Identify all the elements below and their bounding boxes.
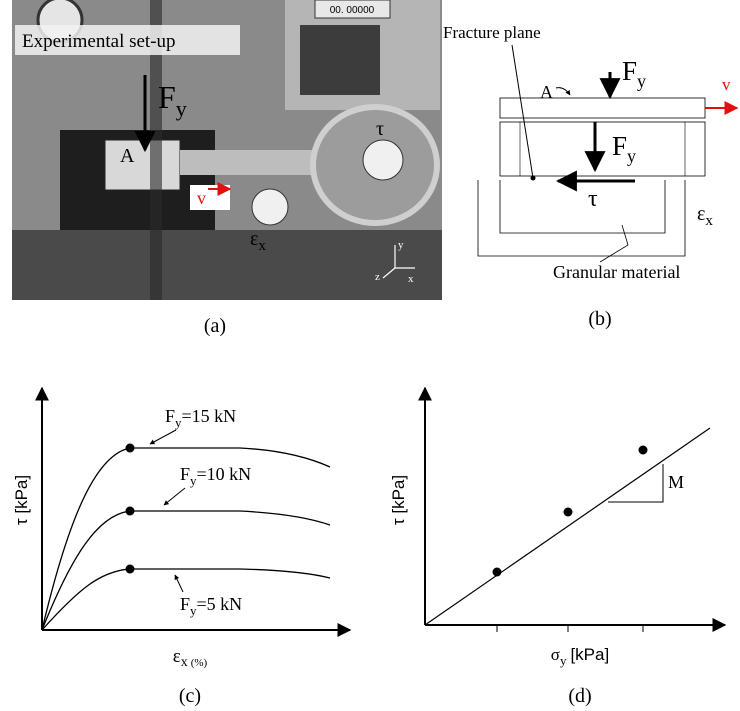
y-axis-label: τ [kPa] xyxy=(389,475,408,525)
leader-line xyxy=(600,225,628,262)
velocity-label: v xyxy=(722,75,731,94)
force-value: =10 kN xyxy=(197,464,252,484)
peak-point xyxy=(126,444,135,453)
peak-point xyxy=(126,507,135,516)
force-symbol: F xyxy=(180,464,190,484)
slope-label: M xyxy=(668,472,684,492)
lower-box-inner xyxy=(500,180,665,233)
caption: (d) xyxy=(568,685,591,707)
force-subscript: y xyxy=(637,71,646,91)
curve-label: Fy=10 kN xyxy=(180,464,251,488)
force-symbol: F xyxy=(612,131,627,161)
curve-label: Fy=5 kN xyxy=(180,594,242,618)
force-subscript: y xyxy=(176,96,187,121)
data-point xyxy=(493,568,502,577)
stress-symbol: σ xyxy=(551,645,560,664)
force-value: =15 kN xyxy=(182,406,237,426)
axis-y-label: y xyxy=(398,239,404,251)
curve-label: Fy=15 kN xyxy=(165,406,236,430)
strain-subscript: x xyxy=(258,238,266,254)
area-label: A xyxy=(120,145,135,167)
shear-label: τ xyxy=(588,186,598,212)
stress-strain-panel: Fy=15 kN Fy=10 kN Fy=5 kN τ [kPa] εx(%) … xyxy=(12,388,350,707)
caption: (b) xyxy=(588,308,611,330)
data-point xyxy=(564,508,573,517)
fracture-plane-label: Fracture plane xyxy=(443,23,541,42)
upper-box xyxy=(500,122,705,176)
strain-dial xyxy=(252,189,288,225)
force-symbol: F xyxy=(180,594,190,614)
strain-label: εx xyxy=(697,203,713,229)
velocity-label: v xyxy=(197,188,206,208)
photo-panel: 00. 00000 Experimental set-up Fy A v τ ε… xyxy=(12,0,442,337)
stress-subscript: y xyxy=(560,653,567,668)
loading-rod xyxy=(180,150,330,175)
shear-label: τ xyxy=(376,118,384,140)
label-arrow xyxy=(164,488,185,505)
top-plate xyxy=(500,98,705,118)
force-mid-label: Fy xyxy=(612,131,636,166)
x-axis-label: σy[kPa] xyxy=(551,645,609,668)
caption: (a) xyxy=(204,315,226,337)
page: Direct shear test figure {"photo": {"cap… xyxy=(0,0,740,711)
figure: 00. 00000 Experimental set-up Fy A v τ ε… xyxy=(0,0,740,711)
strain-subscript: x xyxy=(705,213,713,229)
setup-panel: Fracture plane A Fy v Fy τ εx Granular m… xyxy=(443,23,737,330)
failure-envelope-panel: M τ [kPa] σy[kPa] (d) xyxy=(389,388,725,707)
photo-title: Experimental set-up xyxy=(22,31,176,52)
keypad xyxy=(300,25,380,95)
x-axis-label: εx(%) xyxy=(173,646,208,670)
label-arrow xyxy=(175,575,183,592)
peak-point xyxy=(126,565,135,574)
data-point xyxy=(639,446,648,455)
caption: (c) xyxy=(179,685,201,707)
axis-z-label: z xyxy=(375,271,380,283)
area-arrow xyxy=(556,88,570,95)
area-label: A xyxy=(540,82,553,102)
strain-unit: (%) xyxy=(191,657,208,669)
force-symbol: F xyxy=(165,406,175,426)
force-top-label: Fy xyxy=(622,56,646,91)
label-arrow xyxy=(150,430,176,444)
strain-symbol: ε xyxy=(173,646,181,667)
force-symbol: F xyxy=(158,79,176,115)
shear-box xyxy=(105,140,180,190)
load-dial xyxy=(363,140,403,180)
strain-symbol: ε xyxy=(250,228,258,250)
envelope-line xyxy=(425,428,710,625)
display-text: 00. 00000 xyxy=(330,5,375,16)
axis-x-label: x xyxy=(408,273,414,285)
material-label: Granular material xyxy=(553,262,680,282)
slope-triangle xyxy=(608,464,663,502)
fracture-point xyxy=(531,176,536,181)
leader-line xyxy=(512,45,533,178)
strain-symbol: ε xyxy=(697,203,705,225)
body: 00. 00000 Experimental set-up Fy A v τ ε… xyxy=(0,0,740,711)
stress-unit: [kPa] xyxy=(570,645,609,664)
force-value: =5 kN xyxy=(197,594,243,614)
force-subscript: y xyxy=(627,146,636,166)
lower-box xyxy=(478,180,685,256)
force-symbol: F xyxy=(622,56,637,86)
strain-subscript: x xyxy=(181,655,188,670)
y-axis-label: τ [kPa] xyxy=(12,475,31,525)
photo-bench xyxy=(12,230,442,300)
